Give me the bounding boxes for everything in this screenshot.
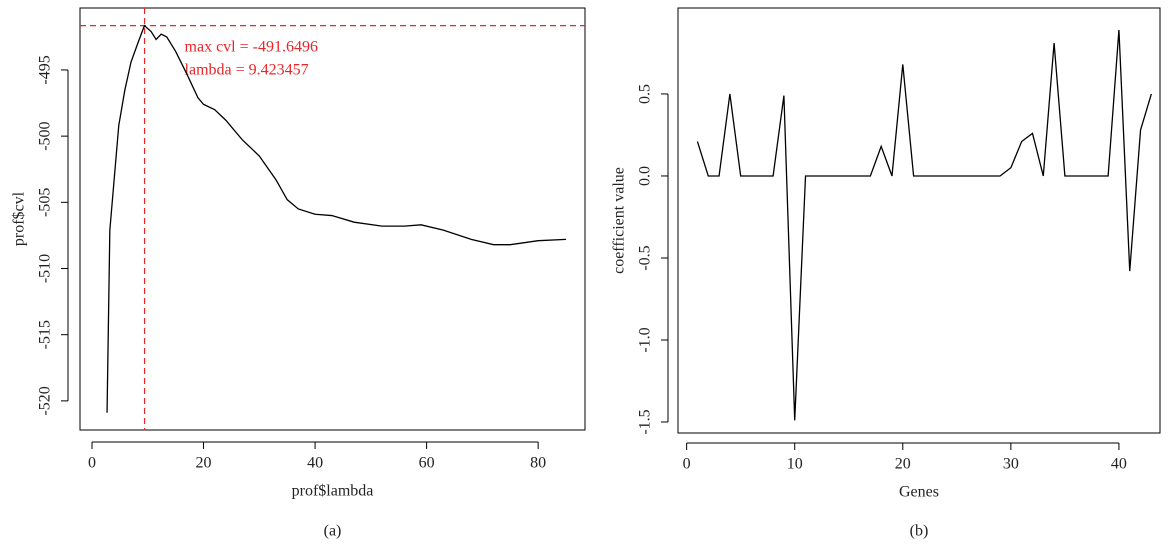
y-tick-label: -0.5 xyxy=(637,245,654,270)
x-tick-label: 0 xyxy=(683,456,691,473)
x-axis-label: Genes xyxy=(899,484,939,501)
y-tick-label: -1.0 xyxy=(637,327,654,352)
x-tick-label: 60 xyxy=(419,455,435,472)
y-tick-label: -500 xyxy=(37,121,54,150)
x-axis-label: prof$lambda xyxy=(292,483,374,500)
y-tick-label: -1.5 xyxy=(637,409,654,434)
annotation: max cvl = -491.6496 xyxy=(185,38,318,55)
y-axis-label: coefficient value xyxy=(611,167,628,274)
y-tick-label: -510 xyxy=(37,254,54,283)
plot-box xyxy=(79,7,586,431)
data-line xyxy=(696,29,1152,421)
y-tick-label: -505 xyxy=(37,188,54,217)
y-tick-label: -495 xyxy=(37,55,54,84)
x-tick-label: 20 xyxy=(895,456,911,473)
x-tick-label: 10 xyxy=(787,456,803,473)
y-axis-label: prof$cvl xyxy=(11,191,28,246)
x-tick-label: 20 xyxy=(196,455,212,472)
caption: (b) xyxy=(910,523,929,540)
y-tick-label: 0.5 xyxy=(637,84,654,104)
y-tick-label: -520 xyxy=(37,386,54,415)
x-tick-label: 80 xyxy=(530,455,546,472)
plot-box xyxy=(677,7,1161,434)
x-tick-label: 30 xyxy=(1003,456,1019,473)
x-tick-label: 0 xyxy=(88,455,96,472)
y-tick-label: -515 xyxy=(37,320,54,349)
y-tick-label: 0.0 xyxy=(637,166,654,186)
x-tick-label: 40 xyxy=(1111,456,1127,473)
annotation: lambda = 9.423457 xyxy=(185,61,309,78)
data-line xyxy=(106,24,567,413)
caption: (a) xyxy=(324,523,342,540)
x-tick-label: 40 xyxy=(307,455,323,472)
